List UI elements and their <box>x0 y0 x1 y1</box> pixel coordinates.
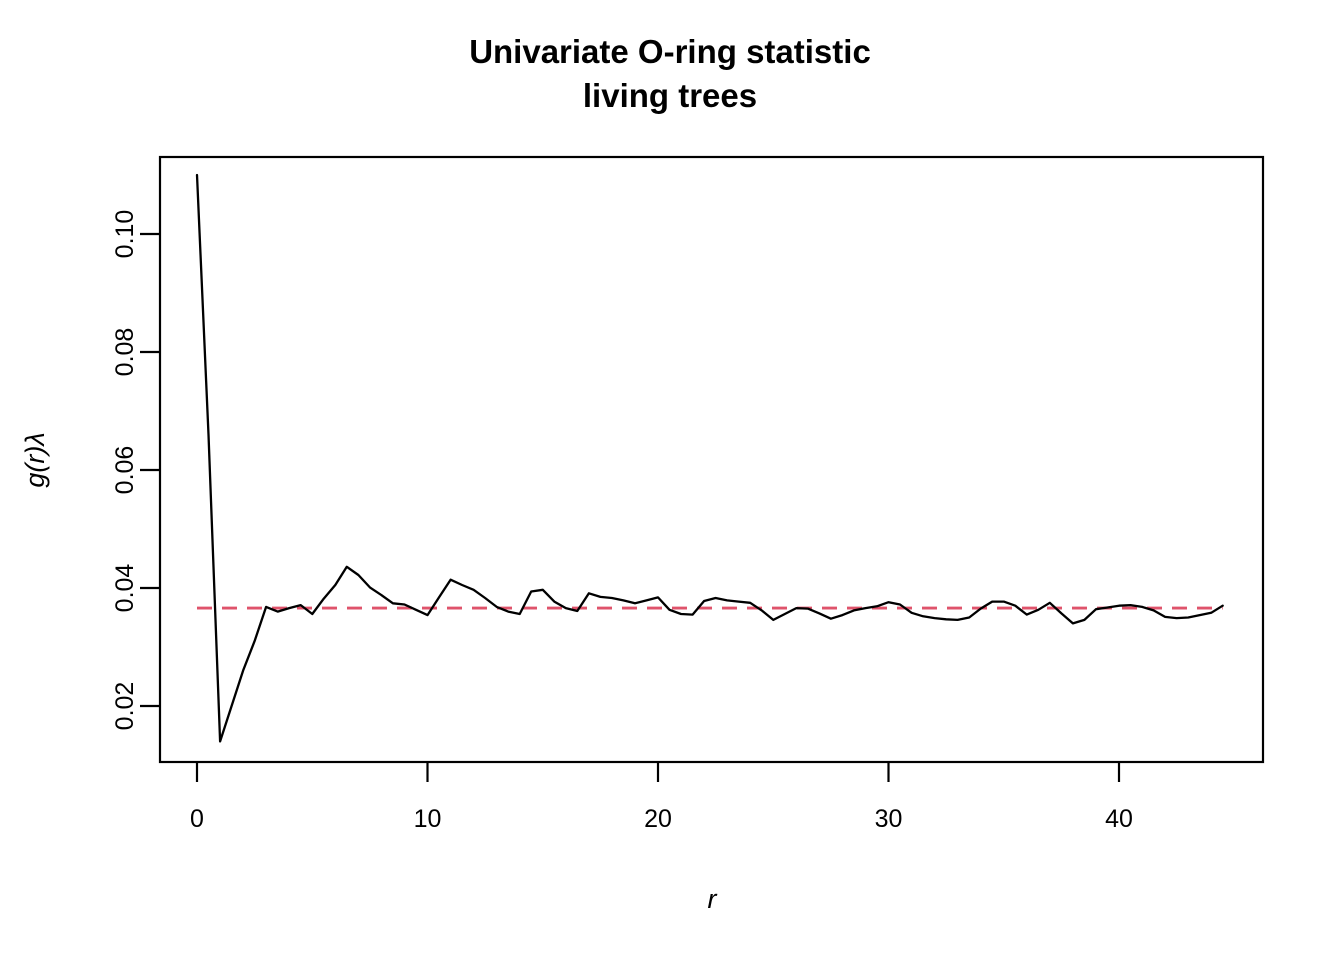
y-axis-title: g(r)λ <box>20 432 50 487</box>
y-tick-label: 0.06 <box>111 446 139 495</box>
x-tick-label: 20 <box>644 805 672 833</box>
x-axis-title: r <box>708 884 718 914</box>
x-tick-label: 10 <box>414 805 442 833</box>
y-tick-label: 0.08 <box>111 328 139 377</box>
x-axis-ticks: 0 10 20 30 40 <box>190 762 1133 833</box>
chart-title: Univariate O-ring statistic <box>469 33 871 70</box>
data-layer <box>195 173 1224 743</box>
x-tick-label: 0 <box>190 805 204 833</box>
y-axis-ticks: 0.02 0.04 0.06 0.08 0.10 <box>111 210 160 731</box>
x-tick-label: 30 <box>875 805 903 833</box>
y-tick-label: 0.04 <box>111 564 139 613</box>
chart-subtitle: living trees <box>583 77 757 114</box>
y-tick-label: 0.02 <box>111 682 139 731</box>
y-tick-label: 0.10 <box>111 210 139 259</box>
oring-statistic-curve <box>195 173 1224 743</box>
x-tick-label: 40 <box>1105 805 1133 833</box>
plot-frame-box <box>158 155 1265 764</box>
